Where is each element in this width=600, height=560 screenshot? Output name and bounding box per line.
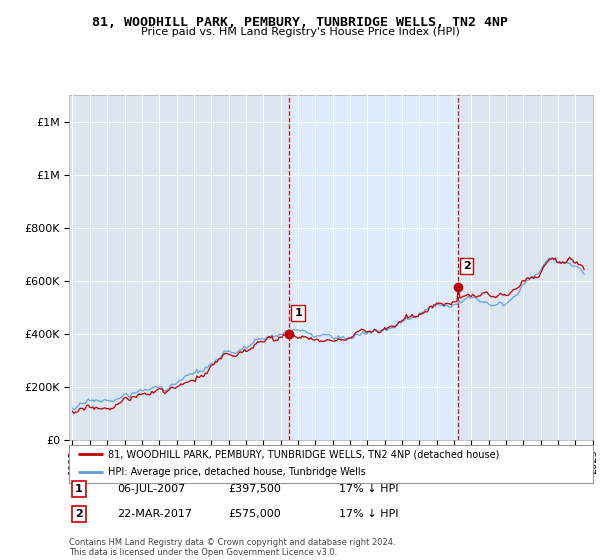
Text: 2: 2 — [75, 509, 82, 519]
Text: 2: 2 — [463, 261, 470, 271]
Bar — [289, 95, 458, 440]
Text: 81, WOODHILL PARK, PEMBURY, TUNBRIDGE WELLS, TN2 4NP (detached house): 81, WOODHILL PARK, PEMBURY, TUNBRIDGE WE… — [108, 449, 500, 459]
Text: 1: 1 — [294, 308, 302, 318]
Text: 17% ↓ HPI: 17% ↓ HPI — [339, 509, 398, 519]
Text: Price paid vs. HM Land Registry's House Price Index (HPI): Price paid vs. HM Land Registry's House … — [140, 27, 460, 37]
Text: £397,500: £397,500 — [228, 484, 281, 494]
Text: 22-MAR-2017: 22-MAR-2017 — [117, 509, 192, 519]
Text: 81, WOODHILL PARK, PEMBURY, TUNBRIDGE WELLS, TN2 4NP: 81, WOODHILL PARK, PEMBURY, TUNBRIDGE WE… — [92, 16, 508, 29]
Text: 17% ↓ HPI: 17% ↓ HPI — [339, 484, 398, 494]
Text: 1: 1 — [75, 484, 82, 494]
Text: HPI: Average price, detached house, Tunbridge Wells: HPI: Average price, detached house, Tunb… — [108, 467, 366, 477]
Text: £575,000: £575,000 — [228, 509, 281, 519]
Text: Contains HM Land Registry data © Crown copyright and database right 2024.
This d: Contains HM Land Registry data © Crown c… — [69, 538, 395, 557]
Text: 06-JUL-2007: 06-JUL-2007 — [117, 484, 185, 494]
